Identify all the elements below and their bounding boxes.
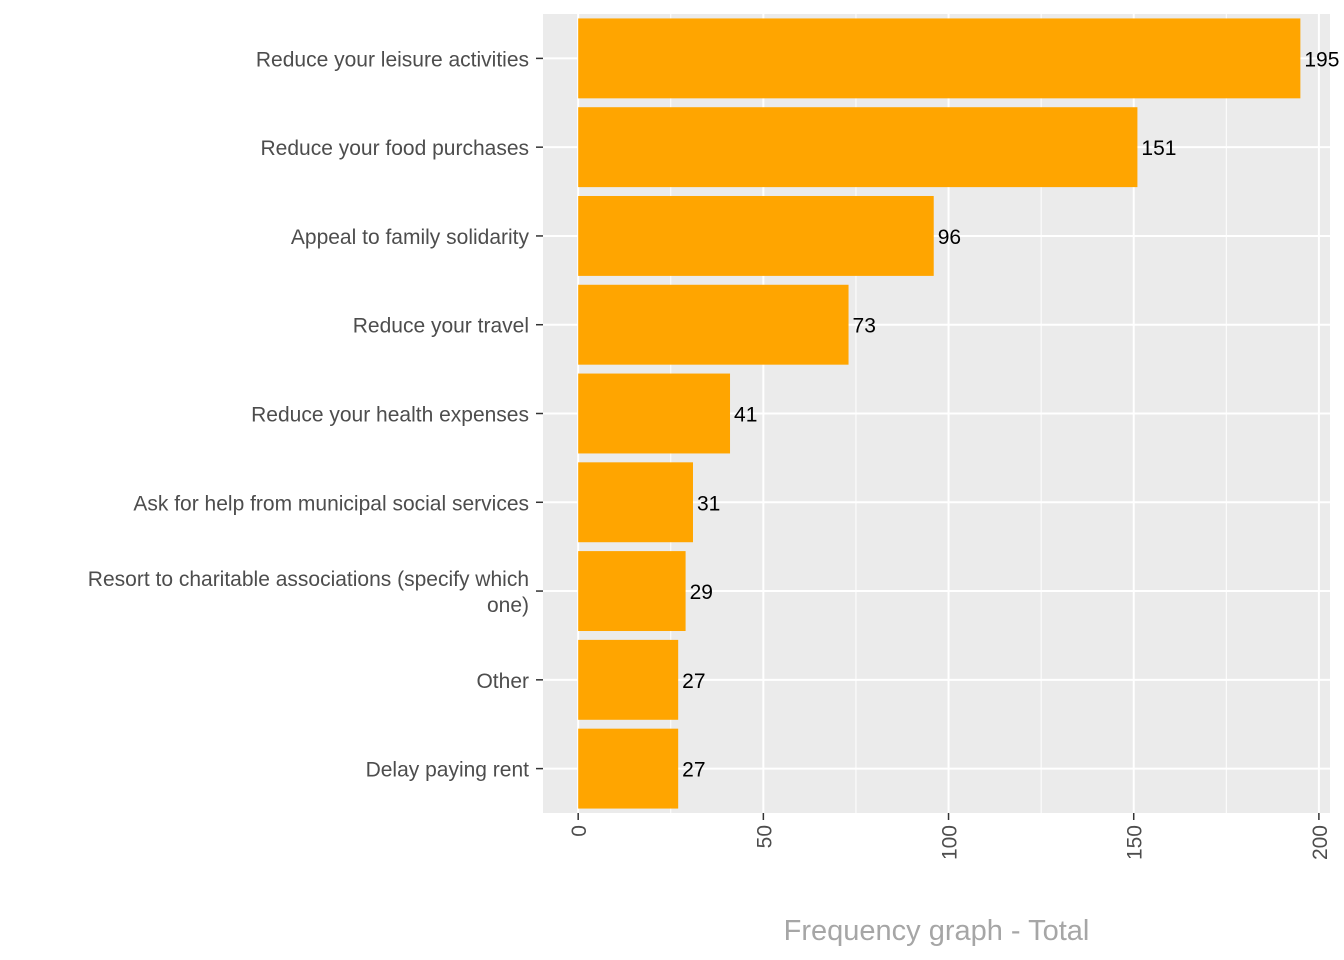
y-axis: Reduce your leisure activities Reduce you… — [88, 48, 543, 782]
category-label: Resort to charitable associations (speci… — [88, 568, 529, 591]
bar — [578, 373, 731, 454]
bar — [578, 551, 686, 632]
bar-value-label: 151 — [1141, 137, 1176, 160]
bars — [578, 18, 1301, 809]
category-label: Reduce your food purchases — [261, 137, 530, 160]
bar-value-label: 96 — [938, 226, 961, 249]
category-label: Other — [476, 670, 529, 693]
bar-value-label: 195 — [1304, 48, 1339, 71]
bar — [578, 728, 679, 809]
x-axis-title: Frequency graph - Total — [784, 915, 1090, 947]
x-tick-label: 150 — [1124, 825, 1147, 860]
value-labels: 195 151 96 73 41 31 29 27 27 — [682, 48, 1339, 781]
bar — [578, 284, 849, 365]
bar-value-label: 27 — [682, 759, 705, 782]
category-label: Delay paying rent — [366, 759, 530, 782]
category-label: Appeal to family solidarity — [291, 226, 530, 249]
category-label: Reduce your health expenses — [251, 404, 529, 427]
x-tick-label: 0 — [568, 825, 591, 837]
bar-value-label: 27 — [682, 670, 705, 693]
x-axis: 0 50 100 150 200 — [568, 813, 1332, 860]
category-label: Ask for help from municipal social servi… — [133, 492, 529, 515]
x-tick-label: 100 — [939, 825, 962, 860]
bar-value-label: 31 — [697, 492, 720, 515]
category-label: Reduce your travel — [353, 315, 529, 338]
category-label: Reduce your leisure activities — [256, 48, 529, 71]
bar — [578, 107, 1138, 188]
bar — [578, 195, 934, 276]
bar — [578, 639, 679, 720]
bar-value-label: 73 — [853, 315, 876, 338]
category-label: one) — [487, 594, 529, 617]
bar-value-label: 41 — [734, 404, 757, 427]
x-tick-label: 50 — [753, 825, 776, 848]
bar-value-label: 29 — [690, 581, 713, 604]
x-tick-label: 200 — [1309, 825, 1332, 860]
bar — [578, 18, 1301, 99]
bar — [578, 462, 693, 543]
